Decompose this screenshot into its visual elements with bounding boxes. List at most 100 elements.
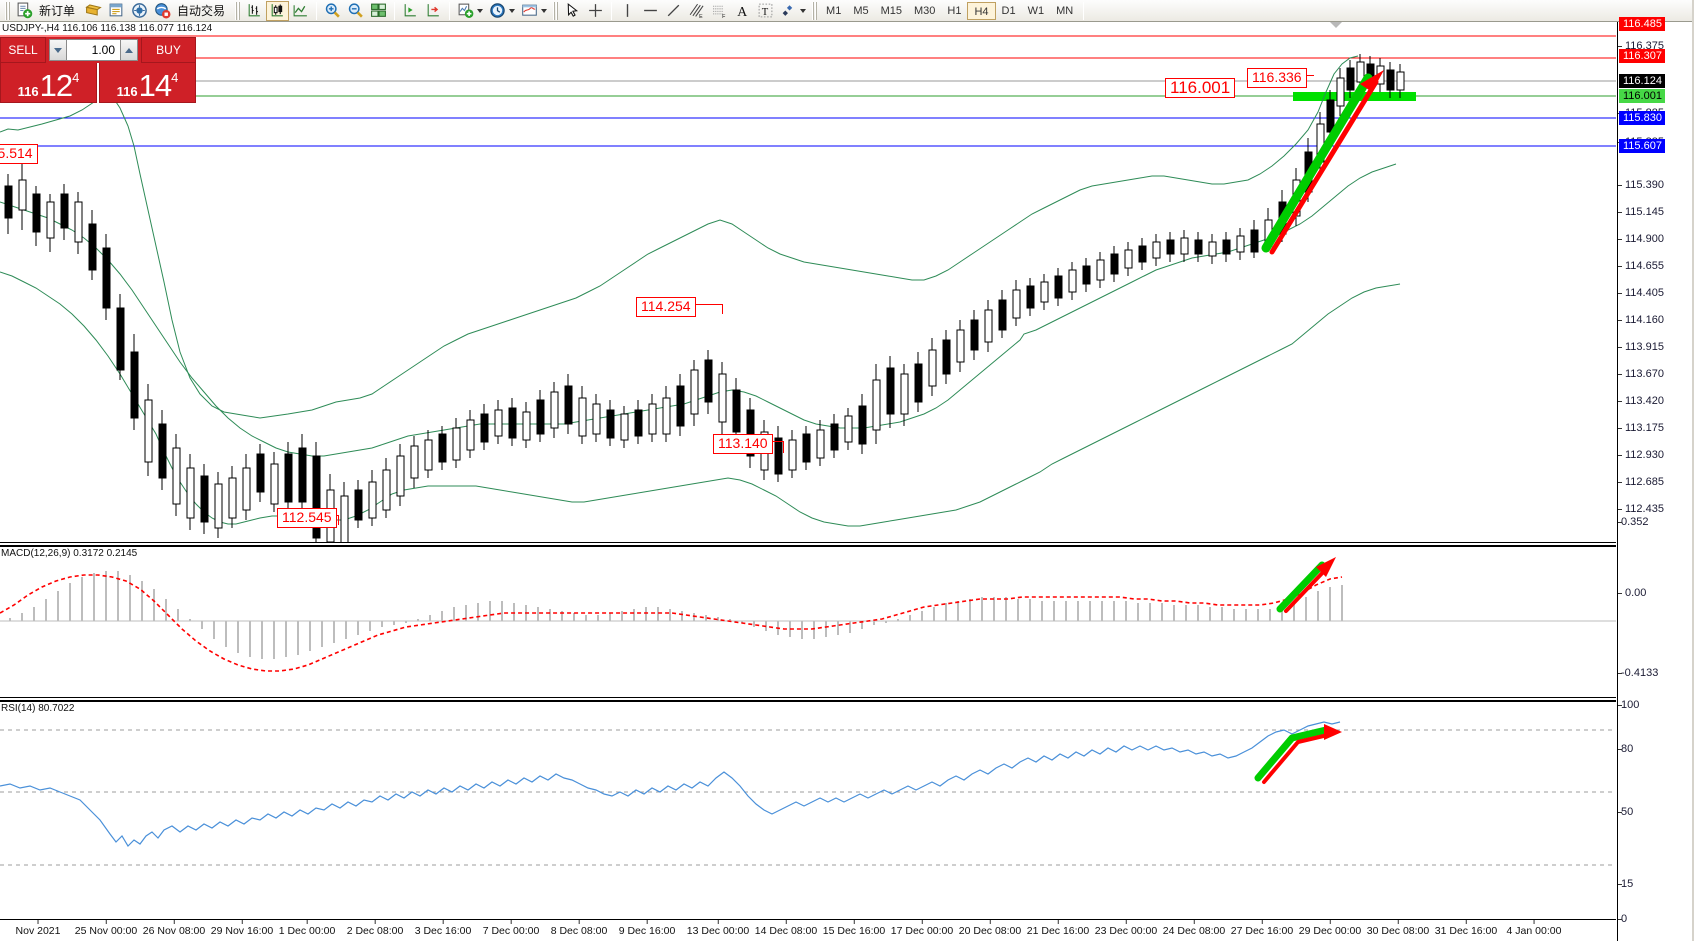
channel-icon: E	[689, 3, 704, 19]
annotation-tick-113140	[770, 441, 784, 442]
scale-tick-112435: 112.435	[1618, 503, 1664, 515]
chevron-down-icon-4[interactable]	[800, 8, 807, 13]
rsi-scale-15: 15	[1618, 878, 1633, 890]
time-label-12: 15 Dec 16:00	[822, 920, 886, 937]
rsi-pane[interactable]: RSI(14) 80.7022	[0, 700, 1616, 918]
time-axis[interactable]: Nov 2021 25 Nov 00:00 26 Nov 08:00 29 No…	[0, 919, 1616, 941]
trendline-button[interactable]	[662, 1, 685, 21]
toolbar-grip-3[interactable]	[553, 1, 559, 20]
fibonacci-button[interactable]: F	[708, 1, 731, 21]
annotation-114254[interactable]: 114.254	[636, 297, 696, 317]
autoscroll-button[interactable]	[422, 1, 445, 21]
timeframe-w1[interactable]: W1	[1027, 4, 1045, 17]
scale-tick-113915: 113.915	[1618, 341, 1664, 353]
timeframe-d1[interactable]: D1	[1001, 4, 1016, 17]
annotation-112545[interactable]: 112.545	[277, 508, 337, 528]
text-label-button[interactable]: T	[754, 1, 777, 21]
line-chart-icon	[293, 5, 307, 17]
equidistant-channel-button[interactable]: E	[685, 1, 708, 21]
timeframe-mn[interactable]: MN	[1056, 4, 1074, 17]
toolbar-grip-2[interactable]	[235, 1, 241, 20]
time-label-14: 20 Dec 08:00	[958, 920, 1022, 937]
timeframe-m1[interactable]: M1	[826, 4, 842, 17]
navigator-button[interactable]	[128, 1, 151, 21]
bar-chart-button[interactable]	[243, 1, 266, 21]
cursor-tool-button[interactable]	[561, 1, 584, 21]
new-order-icon	[17, 2, 33, 19]
price-chart-pane[interactable]: 115.514 116.336 116.001 114.254 113.140 …	[0, 34, 1616, 542]
time-label-3: 29 Nov 16:00	[210, 920, 274, 937]
annotation-116336[interactable]: 116.336	[1247, 68, 1307, 88]
sell-button[interactable]: SELL	[0, 37, 46, 63]
buy-button[interactable]: BUY	[141, 37, 196, 63]
timeframe-m15[interactable]: M15	[880, 4, 902, 17]
tile-windows-button[interactable]	[367, 1, 390, 21]
zoom-out-button[interactable]	[344, 1, 367, 21]
timeframe-m30[interactable]: M30	[914, 4, 936, 17]
chart-shift-marker-icon[interactable]	[1330, 22, 1342, 28]
autotrading-button[interactable]: 自动交易	[151, 1, 232, 21]
buy-price-main: 14	[138, 68, 172, 103]
price-scale[interactable]: 116.485 116.375 116.307 116.124 116.001 …	[1617, 17, 1694, 941]
time-label-7: 7 Dec 00:00	[482, 920, 540, 937]
buy-price-fraction: 4	[171, 70, 179, 85]
template-icon	[522, 4, 537, 16]
templates-button[interactable]	[518, 1, 550, 21]
scale-tick-113670: 113.670	[1618, 368, 1664, 380]
line-chart-button[interactable]	[289, 1, 312, 21]
annotation-113140[interactable]: 113.140	[713, 434, 773, 454]
zoom-in-button[interactable]	[321, 1, 344, 21]
timeframe-h1[interactable]: H1	[947, 4, 962, 17]
text-label-icon: T	[758, 3, 773, 18]
volume-increase-button[interactable]	[120, 39, 138, 61]
annotation-115514[interactable]: 115.514	[0, 144, 38, 164]
scale-tick-115145: 115.145	[1618, 206, 1664, 218]
arrows-tool-button[interactable]	[777, 1, 809, 21]
annotation-tick-116336	[1300, 75, 1314, 76]
arrows-icon	[782, 5, 793, 16]
autotrading-icon	[155, 3, 171, 19]
candlestick-chart-button[interactable]	[266, 0, 290, 21]
one-click-trading-panel[interactable]: SELL 1.00 BUY 116 12 4 116 14 4	[0, 37, 196, 103]
add-indicator-button[interactable]	[454, 1, 486, 21]
vertical-line-button[interactable]	[616, 1, 639, 21]
time-label-5: 2 Dec 08:00	[346, 920, 404, 937]
toolbar-grip[interactable]	[5, 1, 10, 20]
chevron-down-icon-3[interactable]	[541, 8, 548, 13]
chevron-down-icon-2[interactable]	[509, 8, 516, 13]
crosshair-tool-button[interactable]	[584, 1, 607, 21]
macd-canvas	[0, 557, 1616, 672]
time-label-17: 24 Dec 08:00	[1162, 920, 1226, 937]
time-label-19: 29 Dec 00:00	[1298, 920, 1362, 937]
price-trend-arrow	[1261, 70, 1384, 255]
sell-price-display[interactable]: 116 12 4	[0, 63, 97, 103]
rsi-canvas	[0, 721, 1616, 866]
chevron-down-icon[interactable]	[477, 8, 484, 13]
vertical-line-icon	[626, 4, 629, 17]
time-label-8: 8 Dec 08:00	[550, 920, 608, 937]
annotation-116001[interactable]: 116.001	[1165, 78, 1236, 98]
scale-tick-114405: 114.405	[1618, 287, 1664, 299]
timeframe-m5[interactable]: M5	[853, 4, 869, 17]
macd-pane[interactable]: MACD(12,26,9) 0.3172 0.2145	[0, 545, 1616, 697]
compass-icon	[132, 3, 147, 18]
price-chart-canvas	[0, 35, 1616, 542]
volume-input[interactable]: 1.00	[67, 39, 120, 61]
horizontal-line-button[interactable]	[639, 1, 662, 21]
chevron-up-icon-volume	[125, 47, 133, 53]
buy-price-display[interactable]: 116 14 4	[99, 63, 196, 103]
volume-control[interactable]: 1.00	[46, 37, 141, 63]
rsi-scale-80: 80	[1618, 743, 1633, 755]
crosshair-icon	[589, 4, 602, 17]
period-button[interactable]	[486, 1, 518, 21]
expert-advisor-button[interactable]	[82, 1, 105, 21]
chart-shift-button[interactable]	[399, 1, 422, 21]
volume-decrease-button[interactable]	[49, 39, 67, 61]
toolbar-grip-4[interactable]	[812, 1, 818, 20]
timeframe-h4[interactable]: H4	[967, 1, 996, 20]
sell-price-prefix: 116	[17, 84, 39, 99]
text-tool-button[interactable]: A	[731, 1, 754, 21]
fibonacci-icon: F	[713, 5, 726, 19]
new-order-button[interactable]: 新订单	[13, 1, 82, 21]
terminal-button[interactable]	[105, 1, 128, 21]
